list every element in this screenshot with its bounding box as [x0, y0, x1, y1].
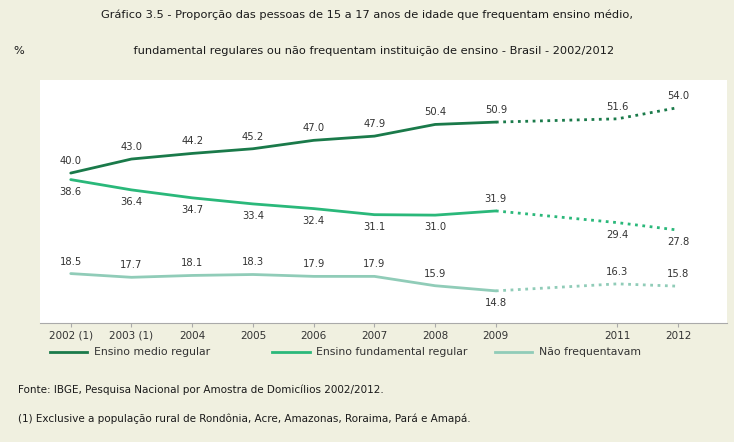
Text: 36.4: 36.4: [120, 197, 142, 207]
Text: %: %: [13, 46, 24, 56]
Text: Ensino fundamental regular: Ensino fundamental regular: [316, 347, 468, 357]
Text: 51.6: 51.6: [606, 102, 628, 112]
Text: fundamental regulares ou não frequentam instituição de ensino - Brasil - 2002/20: fundamental regulares ou não frequentam …: [120, 46, 614, 56]
Text: 43.0: 43.0: [120, 142, 142, 152]
Text: 31.9: 31.9: [484, 194, 507, 204]
Text: (1) Exclusive a população rural de Rondônia, Acre, Amazonas, Roraima, Pará e Ama: (1) Exclusive a população rural de Rondô…: [18, 414, 471, 424]
Text: 18.1: 18.1: [181, 259, 203, 268]
Text: 47.0: 47.0: [302, 123, 324, 133]
Text: 16.3: 16.3: [606, 267, 628, 277]
Text: 44.2: 44.2: [181, 137, 203, 146]
Text: 18.5: 18.5: [59, 256, 82, 267]
Text: 47.9: 47.9: [363, 119, 385, 129]
Text: 38.6: 38.6: [59, 187, 81, 197]
Text: Gráfico 3.5 - Proporção das pessoas de 15 a 17 anos de idade que frequentam ensi: Gráfico 3.5 - Proporção das pessoas de 1…: [101, 10, 633, 20]
Text: 17.9: 17.9: [363, 259, 385, 269]
Text: 31.0: 31.0: [424, 222, 446, 232]
Text: 50.9: 50.9: [484, 105, 507, 115]
Text: Não frequentavam: Não frequentavam: [539, 347, 642, 357]
Text: 18.3: 18.3: [242, 258, 264, 267]
Text: 27.8: 27.8: [667, 237, 689, 247]
Text: 15.9: 15.9: [424, 269, 446, 279]
Text: 34.7: 34.7: [181, 205, 203, 215]
Text: 17.7: 17.7: [120, 260, 142, 271]
Text: 15.8: 15.8: [667, 269, 689, 279]
Text: 50.4: 50.4: [424, 107, 446, 118]
Text: 14.8: 14.8: [485, 298, 507, 308]
Text: Fonte: IBGE, Pesquisa Nacional por Amostra de Domicílios 2002/2012.: Fonte: IBGE, Pesquisa Nacional por Amost…: [18, 385, 384, 395]
Text: 17.9: 17.9: [302, 259, 325, 269]
Text: 33.4: 33.4: [242, 211, 264, 221]
Text: 45.2: 45.2: [241, 132, 264, 142]
Text: 29.4: 29.4: [606, 230, 628, 240]
Text: 40.0: 40.0: [59, 156, 81, 166]
Text: 54.0: 54.0: [667, 91, 689, 101]
Text: Ensino medio regular: Ensino medio regular: [93, 347, 210, 357]
Text: 31.1: 31.1: [363, 222, 385, 232]
Text: 32.4: 32.4: [302, 216, 324, 225]
